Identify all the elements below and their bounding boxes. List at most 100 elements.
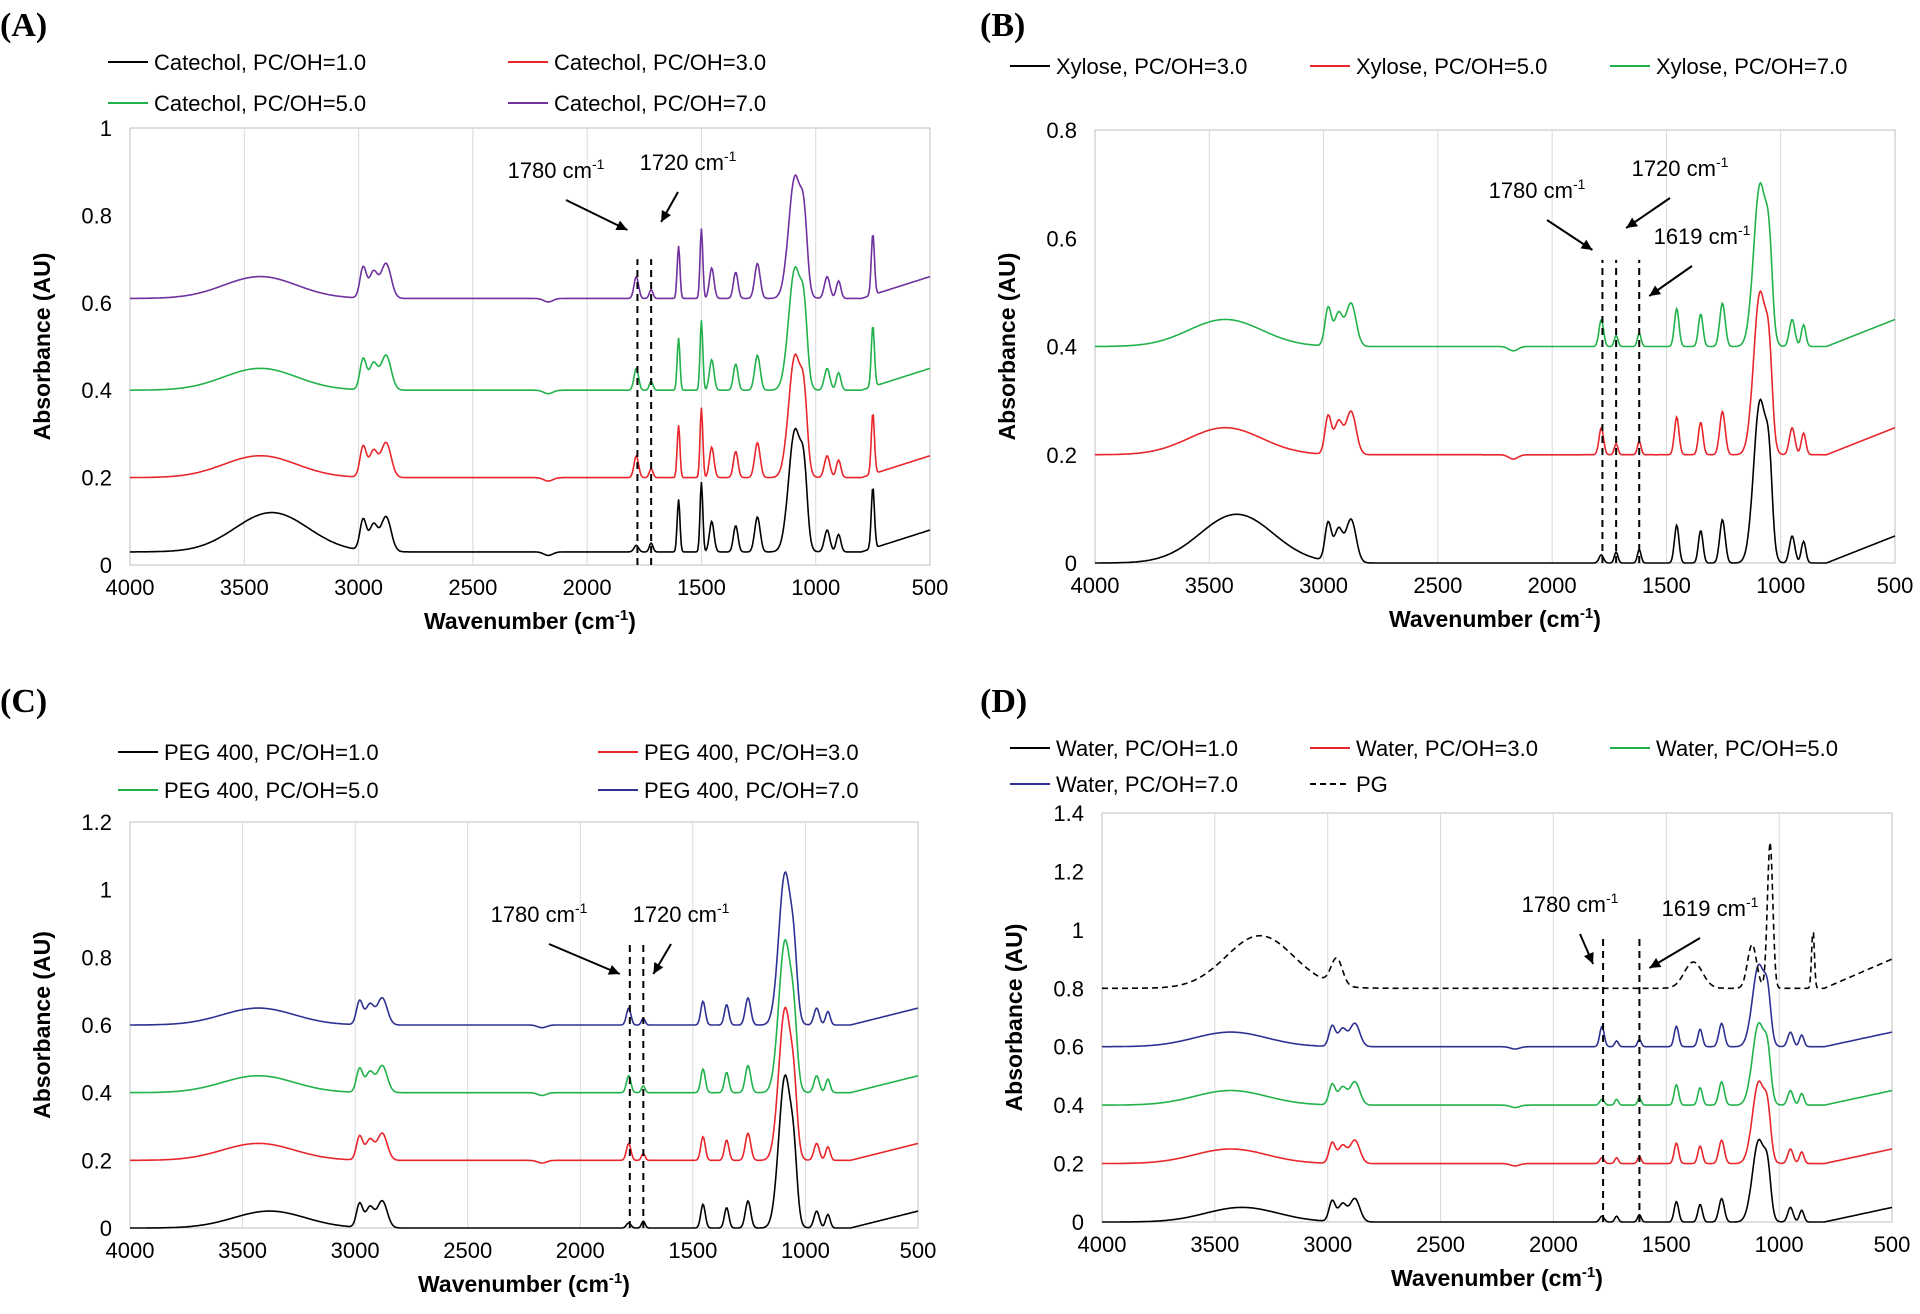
- y-tick-label: 1: [100, 878, 112, 903]
- series-line: [1102, 1080, 1893, 1167]
- x-tick-label: 2000: [563, 575, 612, 600]
- legend: Catechol, PC/OH=1.0 Catechol, PC/OH=3.0 Ca…: [108, 50, 766, 116]
- x-axis-title: Wavenumber (cm-1): [1389, 605, 1601, 632]
- y-tick-label: 0.2: [81, 466, 112, 491]
- y-tick-label: 0.8: [1053, 976, 1084, 1001]
- x-tick-label: 1500: [677, 575, 726, 600]
- peak-label: 1780 cm-1: [508, 156, 605, 183]
- peak-label: 1720 cm-1: [633, 900, 730, 927]
- series-line: [130, 265, 931, 395]
- series-line: [1102, 1138, 1893, 1223]
- legend-entry: Xylose, PC/OH=7.0: [1656, 54, 1847, 79]
- peak-arrow-head: [661, 210, 671, 222]
- y-tick-label: 0.8: [81, 203, 112, 228]
- panel-d: (D) 4000 3500 3000 2500 2000 1500 1000 500 0 0.2 0.…: [980, 683, 1910, 1291]
- legend-entry: PG: [1356, 772, 1388, 797]
- y-tick-label: 0.6: [1053, 1035, 1084, 1060]
- y-tick-label: 0: [1072, 1210, 1084, 1235]
- legend-entry: Water, PC/OH=5.0: [1656, 736, 1838, 761]
- y-tick-label: 0.6: [81, 291, 112, 316]
- series-line: [1102, 842, 1893, 990]
- peak-arrow-head: [1649, 957, 1662, 968]
- y-tick-label: 1: [100, 116, 112, 141]
- x-tick-label: 3000: [331, 1238, 380, 1263]
- x-tick-label: 4000: [1078, 1232, 1127, 1257]
- series-line: [130, 1006, 919, 1164]
- legend-entry: PEG 400, PC/OH=3.0: [644, 740, 859, 765]
- series-line: [1095, 398, 1896, 564]
- y-tick-label: 0.8: [1046, 118, 1077, 143]
- y-tick-label: 0.6: [1046, 226, 1077, 251]
- y-tick-label: 1.2: [1053, 859, 1084, 884]
- x-tick-label: 1500: [1642, 573, 1691, 598]
- x-tick-label: 4000: [1071, 573, 1120, 598]
- x-tick-label: 1000: [1756, 573, 1805, 598]
- legend-entry: Water, PC/OH=1.0: [1056, 736, 1238, 761]
- y-tick-label: 0.8: [81, 945, 112, 970]
- x-tick-label: 500: [1877, 573, 1914, 598]
- x-axis-title: Wavenumber (cm-1): [418, 1270, 630, 1297]
- y-tick-label: 0.4: [1053, 1093, 1084, 1118]
- series-line: [130, 427, 931, 557]
- x-tick-label: 2500: [448, 575, 497, 600]
- peak-label: 1720 cm-1: [1632, 154, 1729, 181]
- x-tick-label: 2500: [443, 1238, 492, 1263]
- panel-label: (D): [980, 683, 1027, 720]
- peak-arrow-head: [653, 962, 664, 974]
- peak-arrow-head: [615, 220, 628, 230]
- legend: Xylose, PC/OH=3.0 Xylose, PC/OH=5.0 Xylose…: [1010, 54, 1847, 79]
- peak-arrow-head: [1583, 952, 1594, 964]
- y-tick-label: 0.6: [81, 1013, 112, 1038]
- x-tick-label: 2000: [1529, 1232, 1578, 1257]
- peak-arrow-head: [1580, 239, 1593, 250]
- plot-area: [129, 127, 931, 566]
- legend-entry: Catechol, PC/OH=5.0: [154, 91, 366, 116]
- x-tick-label: 3000: [334, 575, 383, 600]
- x-tick-label: 3500: [1185, 573, 1234, 598]
- x-tick-label: 1000: [1755, 1232, 1804, 1257]
- series-line: [1095, 289, 1896, 460]
- y-axis-title: Absorbance (AU): [994, 253, 1020, 441]
- peak-label: 1720 cm-1: [640, 148, 737, 175]
- x-tick-label: 1000: [791, 575, 840, 600]
- series-line: [130, 1073, 919, 1229]
- panel-a: (A) 4000 3500 3000 2500 2000 1500 1000 500 0 0.2 0.…: [0, 7, 948, 634]
- x-tick-label: 1500: [1642, 1232, 1691, 1257]
- peak-arrow-head: [1626, 217, 1639, 228]
- x-tick-label: 4000: [106, 1238, 155, 1263]
- legend-entry: Water, PC/OH=3.0: [1356, 736, 1538, 761]
- legend-entry: Catechol, PC/OH=3.0: [554, 50, 766, 75]
- legend-entry: Xylose, PC/OH=3.0: [1056, 54, 1247, 79]
- legend-entry: PEG 400, PC/OH=1.0: [164, 740, 379, 765]
- y-tick-label: 0.4: [81, 378, 112, 403]
- x-tick-label: 3500: [218, 1238, 267, 1263]
- series-line: [1102, 1021, 1893, 1109]
- y-axis-title: Absorbance (AU): [1001, 924, 1027, 1112]
- series-line: [130, 938, 919, 1097]
- y-tick-label: 0.4: [1046, 335, 1077, 360]
- x-tick-label: 3500: [220, 575, 269, 600]
- legend-entry: Xylose, PC/OH=5.0: [1356, 54, 1547, 79]
- y-tick-label: 0: [100, 1216, 112, 1241]
- y-tick-label: 0.2: [1053, 1152, 1084, 1177]
- x-tick-label: 4000: [106, 575, 155, 600]
- legend: PEG 400, PC/OH=1.0 PEG 400, PC/OH=3.0 PEG …: [118, 740, 859, 803]
- x-tick-label: 1000: [781, 1238, 830, 1263]
- series-line: [130, 174, 931, 303]
- y-tick-label: 0.2: [81, 1148, 112, 1173]
- panel-label: (B): [980, 7, 1025, 44]
- legend-entry: Catechol, PC/OH=1.0: [154, 50, 366, 75]
- panel-label: (C): [0, 683, 47, 720]
- y-axis-title: Absorbance (AU): [29, 253, 55, 441]
- panel-c: (C) 4000 3500 3000 2500 2000 1500 1000 500 0 0.2 0.…: [0, 683, 936, 1297]
- legend-entry: PEG 400, PC/OH=5.0: [164, 778, 379, 803]
- series-line: [1094, 181, 1896, 352]
- peak-label: 1780 cm-1: [491, 900, 588, 927]
- legend: Water, PC/OH=1.0 Water, PC/OH=3.0 Water, P…: [1010, 736, 1838, 797]
- peak-arrow-head: [607, 964, 620, 975]
- x-tick-label: 500: [1874, 1232, 1911, 1257]
- series-line: [1102, 963, 1893, 1050]
- legend-entry: Water, PC/OH=7.0: [1056, 772, 1238, 797]
- peak-label: 1780 cm-1: [1489, 176, 1586, 203]
